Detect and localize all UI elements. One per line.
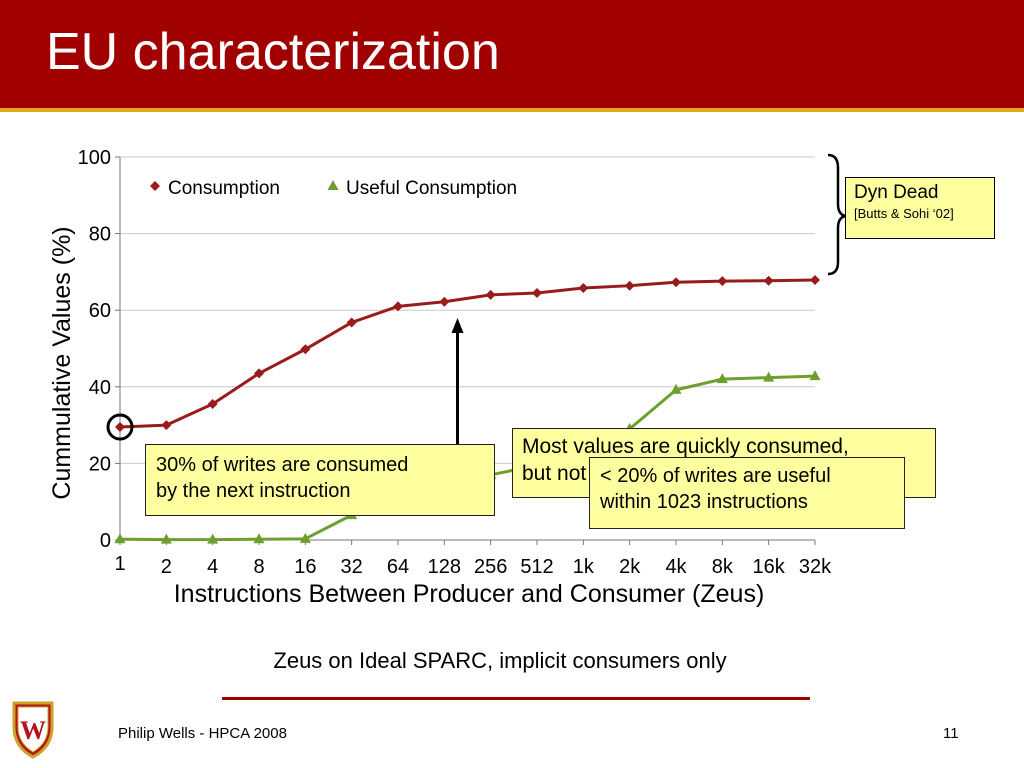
series-point — [763, 275, 774, 286]
series-line-0 — [119, 278, 816, 429]
series-point — [300, 344, 311, 355]
pointer-arrow-head — [451, 318, 464, 333]
series-point — [671, 277, 681, 288]
series-point — [327, 180, 339, 190]
series-point — [393, 301, 403, 312]
callout-most-values-line-1: Most values are quickly consumed, — [522, 435, 849, 458]
legend-label: Useful Consumption — [346, 178, 517, 199]
series-point — [717, 276, 728, 287]
caption-divider — [222, 697, 810, 700]
series-point — [150, 181, 160, 191]
series-point — [253, 533, 265, 544]
series-point — [254, 368, 264, 379]
title-bar: EU characterization — [0, 0, 1024, 112]
chart-axes: 0 20 40 60 80 100 1 2 4 8 16 32 64 128 256 512 1k 2k 4k 8k 1… — [78, 147, 832, 578]
series-point — [207, 533, 219, 544]
series-point — [810, 274, 820, 285]
highlight-circle-first — [106, 413, 134, 441]
dyn-dead-label: Dyn Dead — [854, 182, 939, 203]
series-point — [485, 289, 496, 300]
y-tick-label: 60 — [89, 300, 111, 322]
y-tick-label: 0 — [100, 530, 111, 552]
callout-useful-writes-line-2: within 1023 instructions — [600, 490, 808, 513]
grid-lines — [120, 156, 815, 464]
university-crest-icon: W — [12, 701, 54, 759]
x-tick-label: 32 — [341, 556, 363, 578]
legend-label: Consumption — [168, 178, 280, 199]
page-number: 11 — [943, 725, 959, 742]
series-point — [532, 287, 542, 298]
series-point — [624, 280, 635, 291]
curly-brace — [827, 153, 847, 276]
y-axis-label: Cummulative Values (%) — [48, 226, 76, 499]
x-tick-label: 1k — [573, 556, 595, 578]
x-tick-label: 8 — [253, 556, 264, 578]
x-tick-label: 64 — [387, 556, 409, 578]
series-point — [161, 420, 172, 431]
x-tick-label: 32k — [799, 556, 832, 578]
series-point — [115, 422, 125, 433]
series-point — [763, 371, 775, 382]
y-tick-label: 20 — [89, 453, 111, 475]
series-point — [160, 533, 172, 544]
x-tick-label: 128 — [428, 556, 461, 578]
x-tick-label: 2 — [161, 556, 172, 578]
series-point — [299, 532, 311, 543]
x-tick-label: 4 — [207, 556, 218, 578]
series-point — [670, 383, 682, 394]
callout-useful-writes-line-1: < 20% of writes are useful — [600, 465, 831, 487]
y-tick-label: 40 — [89, 377, 111, 399]
y-tick-label: 80 — [89, 224, 111, 246]
footer-author: Philip Wells - HPCA 2008 — [118, 725, 287, 742]
y-tick-label: 100 — [78, 147, 111, 169]
x-tick-label: 4k — [665, 556, 687, 578]
series-point — [114, 533, 126, 544]
x-tick-label: 16k — [753, 556, 786, 578]
callout-next-instruction-line-1: 30% of writes are consumed — [156, 454, 409, 476]
x-tick-label: 512 — [520, 556, 553, 578]
x-tick-label: 256 — [474, 556, 507, 578]
x-tick-label: 2k — [619, 556, 641, 578]
x-tick-label: 8k — [712, 556, 734, 578]
svg-text:W: W — [20, 716, 46, 745]
series-point — [809, 370, 821, 381]
series-point — [439, 296, 450, 307]
line-chart: 0 20 40 60 80 100 1 2 4 8 16 32 64 128 256 512 1k 2k 4k 8k 1… — [48, 147, 847, 608]
dyn-dead-reference: [Butts & Sohi ‘02] — [854, 206, 954, 221]
callout-next-instruction-line-2: by the next instruction — [156, 479, 351, 502]
series-point — [346, 317, 357, 328]
series-group — [114, 274, 821, 544]
series-point — [207, 399, 218, 410]
x-axis-label: Instructions Between Producer and Consum… — [174, 580, 765, 608]
callout-next-instruction: 30% of writes are consumed by the next i… — [145, 444, 495, 516]
legend: Consumption Useful Consumption — [150, 178, 517, 199]
slide-caption: Zeus on Ideal SPARC, implicit consumers … — [273, 648, 727, 673]
callout-useful-writes: < 20% of writes are useful within 1023 i… — [589, 457, 905, 529]
x-tick-label: 16 — [294, 556, 316, 578]
series-point — [716, 373, 728, 384]
dyn-dead-box: Dyn Dead [Butts & Sohi ‘02] — [845, 177, 995, 239]
x-tick-label: 1 — [114, 553, 125, 575]
slide-title: EU characterization — [46, 23, 500, 81]
series-point — [578, 282, 589, 293]
